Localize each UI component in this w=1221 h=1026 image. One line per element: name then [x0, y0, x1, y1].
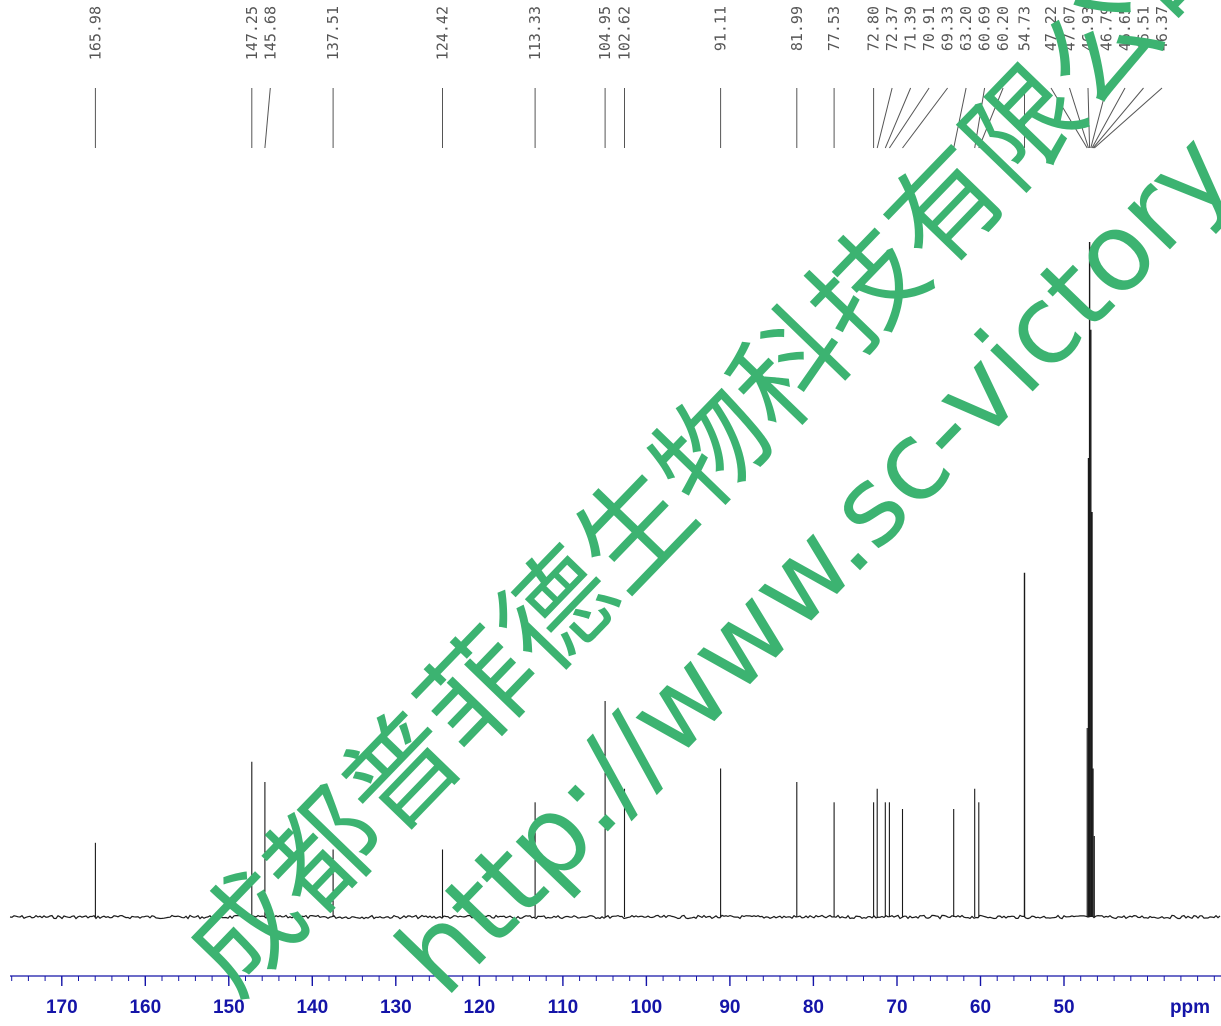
peak-connector-24 [1091, 87, 1126, 149]
watermark: 成都普菲德生物科技有限公司 http://www.sc-victory.com [161, 0, 1221, 1019]
peak-label-7: 102.62 [616, 6, 634, 60]
watermark-company-text: 成都普菲德生物科技有限公司 [161, 0, 1221, 1019]
x-tick-label-70: 70 [886, 997, 907, 1018]
peak-connector-22 [1087, 87, 1091, 149]
peak-label-3: 137.51 [324, 6, 342, 60]
peak-label-6: 104.95 [596, 6, 614, 60]
peak-connector-23 [1090, 87, 1107, 149]
peak-label-25: 46.51 [1135, 6, 1153, 51]
peak-label-10: 77.53 [825, 6, 843, 51]
peak-connector-18 [978, 87, 1004, 149]
peak-label-1: 147.25 [243, 6, 261, 60]
peak-label-17: 60.69 [976, 6, 994, 51]
peak-group [94, 242, 1095, 917]
peak-label-13: 71.39 [902, 6, 920, 51]
peak-label-16: 63.20 [957, 6, 975, 51]
peak-connector-13 [884, 87, 912, 149]
peak-label-15: 69.33 [939, 6, 957, 51]
peak-label-2: 145.68 [261, 6, 279, 60]
peak-connector-14 [888, 87, 930, 149]
peak-connector-12 [876, 87, 893, 149]
x-tick-label-150: 150 [213, 997, 245, 1018]
x-tick-label-80: 80 [803, 997, 824, 1018]
peak-connector-17 [974, 87, 986, 149]
peak-connector-2 [264, 87, 271, 149]
peak-label-11: 72.80 [865, 6, 883, 51]
peak-label-0: 165.98 [86, 6, 104, 60]
peak-connector-group [94, 87, 1163, 149]
x-tick-label-90: 90 [719, 997, 740, 1018]
peak-label-8: 91.11 [712, 6, 730, 51]
peak-label-5: 113.33 [526, 6, 544, 60]
peak-label-19: 54.73 [1016, 6, 1034, 51]
peak-label-12: 72.37 [883, 6, 901, 51]
peak-connector-20 [1050, 87, 1088, 149]
x-tick-label-120: 120 [464, 997, 496, 1018]
x-tick-label-140: 140 [296, 997, 328, 1018]
x-tick-label-170: 170 [46, 997, 78, 1018]
peak-connector-16 [953, 87, 967, 149]
peak-connector-26 [1093, 87, 1163, 149]
peak-label-20: 47.22 [1042, 6, 1060, 51]
x-tick-label-130: 130 [380, 997, 412, 1018]
spectrum-trace [9, 914, 1221, 920]
x-axis-label: ppm [1170, 997, 1210, 1018]
peak-label-14: 70.91 [920, 6, 938, 51]
peak-label-9: 81.99 [788, 6, 806, 51]
x-tick-label-110: 110 [548, 997, 579, 1018]
peak-label-22: 46.93 [1079, 6, 1097, 51]
peak-label-21: 47.07 [1061, 6, 1079, 51]
x-tick-label-60: 60 [970, 997, 991, 1018]
x-tick-label-100: 100 [631, 997, 663, 1018]
peak-label-4: 124.42 [434, 6, 452, 60]
peak-connector-15 [902, 87, 948, 149]
x-tick-label-160: 160 [129, 997, 161, 1018]
x-tick-label-50: 50 [1053, 997, 1074, 1018]
peak-connector-25 [1092, 87, 1144, 149]
peak-label-24: 46.65 [1116, 6, 1134, 51]
peak-label-23: 46.79 [1098, 6, 1116, 51]
peak-label-26: 46.37 [1153, 6, 1171, 51]
x-axis: 170 160 150 140 130 120 110 100 90 80 70 60 50 [10, 975, 1221, 1018]
peak-label-18: 60.20 [994, 6, 1012, 51]
peak-connector-21 [1069, 87, 1089, 149]
peak-label-group: 165.98 147.25 145.68 137.51 124.42 113.33 104.… [86, 6, 1171, 60]
